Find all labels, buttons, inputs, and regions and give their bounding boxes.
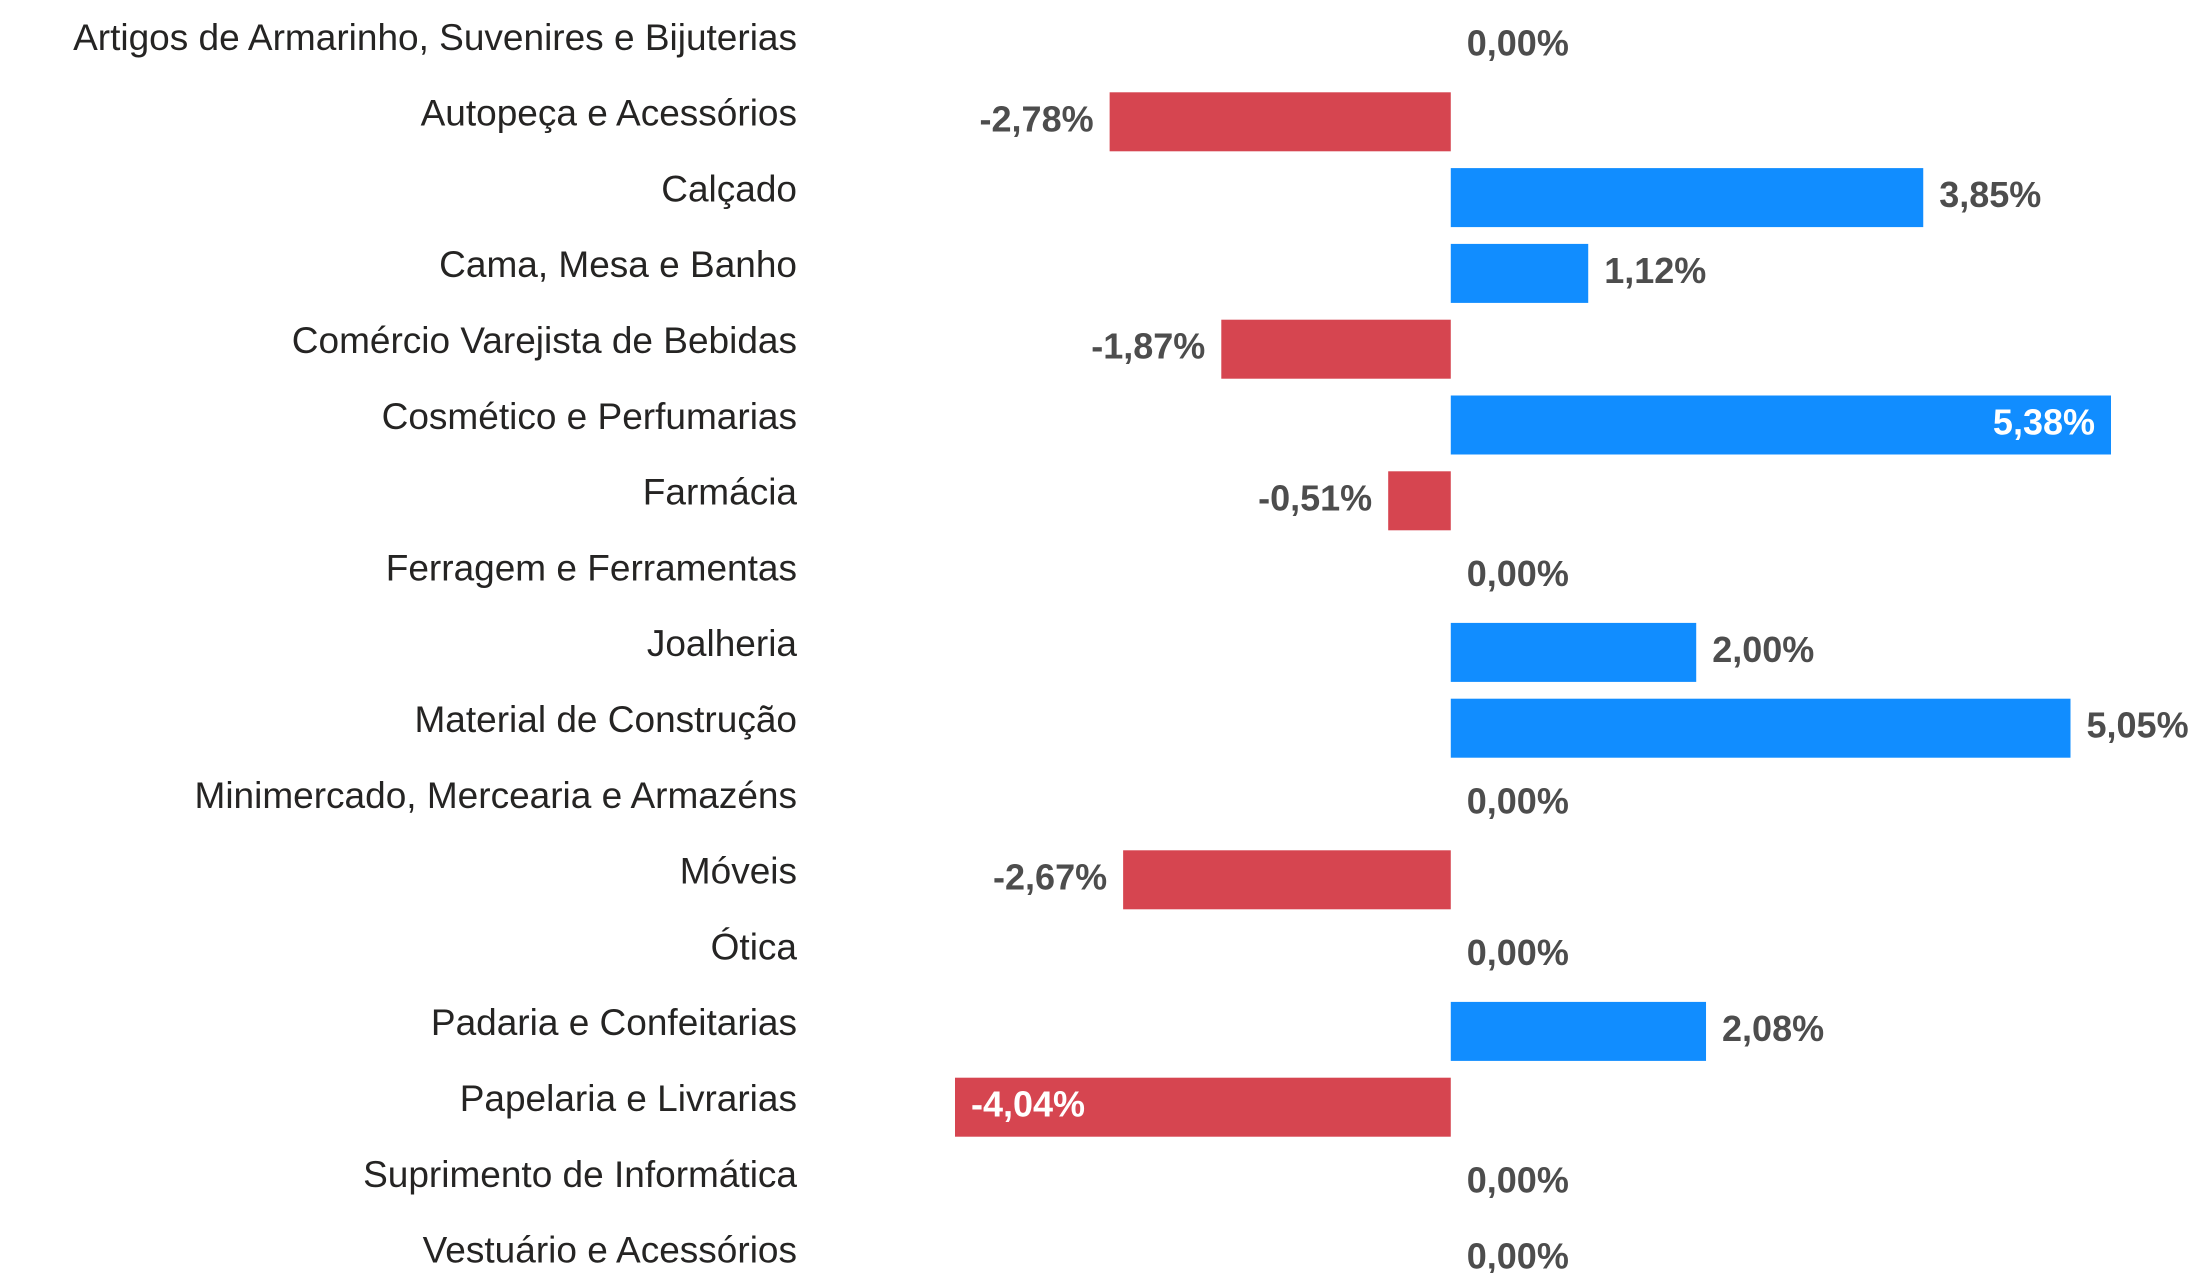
category-label: Calçado [661,168,797,209]
value-label: -4,04% [971,1084,1085,1125]
category-label: Material de Construção [414,699,797,740]
category-label: Papelaria e Livrarias [460,1078,797,1119]
value-label: 0,00% [1467,1235,1569,1273]
bar [955,1077,1451,1137]
value-label: -2,78% [980,98,1094,139]
bar [1123,850,1451,910]
value-label: 1,12% [1604,250,1706,291]
value-label: 0,00% [1467,781,1569,822]
category-label: Joalheria [647,623,798,664]
bar [1450,243,1589,303]
bar [1388,471,1451,531]
value-label: -0,51% [1258,477,1372,518]
value-label: 2,00% [1712,629,1814,670]
value-label: 3,85% [1939,174,2041,215]
category-label: Suprimento de Informática [363,1154,797,1195]
bar [1221,319,1451,379]
value-label: 5,05% [2087,705,2189,746]
value-label: 0,00% [1467,553,1569,594]
value-label: 0,00% [1467,23,1569,64]
category-label: Ferragem e Ferramentas [386,547,797,588]
category-label: Ótica [711,926,798,967]
bar [1450,698,2071,758]
value-label: 0,00% [1467,1160,1569,1201]
value-label: 0,00% [1467,932,1569,973]
bar [1450,395,2111,455]
value-label: -1,87% [1091,326,1205,367]
bar [1450,168,1924,228]
category-label: Farmácia [643,472,798,513]
category-label: Comércio Varejista de Bebidas [292,320,797,361]
category-label: Cosmético e Perfumarias [382,396,797,437]
bar [1109,92,1451,152]
bar [1450,622,1697,682]
category-label: Autopeça e Acessórios [421,93,797,134]
category-label: Artigos de Armarinho, Suvenires e Bijute… [73,17,797,58]
category-label: Vestuário e Acessórios [423,1230,797,1271]
bar [1450,1001,1707,1061]
category-label: Padaria e Confeitarias [431,1002,797,1043]
value-label: 2,08% [1722,1008,1824,1049]
value-label: 5,38% [1993,402,2095,443]
category-label: Móveis [680,851,797,892]
category-label: Cama, Mesa e Banho [439,244,797,285]
category-label: Minimercado, Mercearia e Armazéns [195,775,798,816]
value-label: -2,67% [993,856,1107,897]
